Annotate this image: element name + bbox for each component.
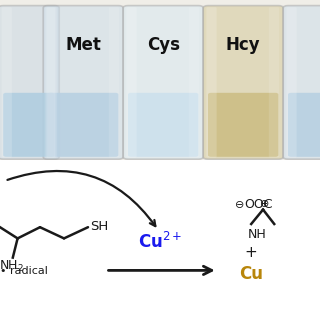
Text: NH$_2$: NH$_2$ — [0, 259, 24, 274]
Text: • radical: • radical — [0, 266, 48, 276]
FancyBboxPatch shape — [283, 6, 320, 159]
FancyBboxPatch shape — [0, 6, 59, 159]
FancyBboxPatch shape — [128, 93, 198, 157]
FancyBboxPatch shape — [46, 7, 57, 157]
FancyBboxPatch shape — [286, 7, 297, 157]
FancyBboxPatch shape — [203, 6, 283, 159]
FancyBboxPatch shape — [288, 93, 320, 157]
Text: ⊕: ⊕ — [260, 198, 269, 209]
FancyBboxPatch shape — [48, 93, 118, 157]
FancyBboxPatch shape — [3, 93, 54, 157]
Text: ⊖: ⊖ — [235, 200, 245, 210]
FancyBboxPatch shape — [109, 7, 119, 157]
FancyBboxPatch shape — [269, 7, 279, 157]
Text: OOC: OOC — [244, 198, 272, 211]
FancyBboxPatch shape — [45, 7, 55, 157]
Text: +: + — [245, 245, 258, 260]
FancyBboxPatch shape — [123, 6, 203, 159]
FancyBboxPatch shape — [208, 93, 278, 157]
Text: Met: Met — [65, 36, 101, 54]
Text: Cu: Cu — [239, 265, 263, 283]
FancyBboxPatch shape — [126, 7, 137, 157]
Text: SH: SH — [91, 220, 109, 233]
Text: Hcy: Hcy — [226, 36, 260, 54]
FancyBboxPatch shape — [2, 7, 12, 157]
FancyBboxPatch shape — [206, 7, 217, 157]
Text: Cu$^{2+}$: Cu$^{2+}$ — [138, 232, 182, 252]
FancyBboxPatch shape — [43, 6, 123, 159]
Text: NH: NH — [247, 228, 266, 241]
FancyBboxPatch shape — [189, 7, 199, 157]
Text: Cys: Cys — [147, 36, 180, 54]
